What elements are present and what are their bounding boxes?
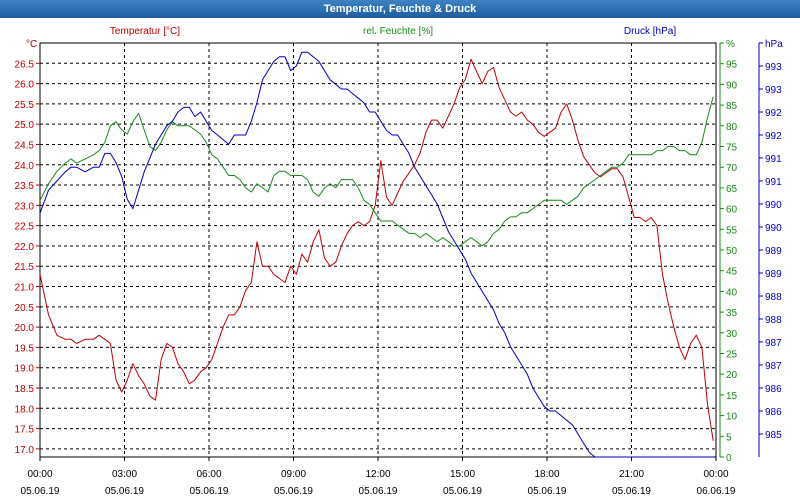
grid-layer xyxy=(40,43,716,457)
chart-title: Temperatur, Feuchte & Druck xyxy=(0,0,800,18)
tick-label-pressure: 989 xyxy=(765,246,782,257)
tick-label-temperature: 22.0 xyxy=(15,242,35,253)
tick-label-temperature: 18.5 xyxy=(15,384,35,395)
tick-label-temperature: 24.0 xyxy=(15,161,35,172)
tick-label-humidity: 80 xyxy=(726,122,738,133)
legend-entry: Druck [hPa] xyxy=(624,26,676,37)
tick-label-time: 06:00 xyxy=(196,469,221,480)
tick-label-humidity: 70 xyxy=(726,163,738,174)
tick-label-temperature: 23.5 xyxy=(15,181,35,192)
tick-label-time: 15:00 xyxy=(450,469,475,480)
series-line-pressure xyxy=(39,51,714,458)
legend-layer: Temperatur [°C] rel. Feuchte [%] Druck [hP… xyxy=(110,26,676,37)
tick-label-humidity: 75 xyxy=(726,143,738,154)
tick-label-temperature: 19.0 xyxy=(15,364,35,375)
series-line-temperature xyxy=(39,58,714,441)
tick-label-pressure: 991 xyxy=(765,154,782,165)
tick-label-date: 05.06.19 xyxy=(443,486,482,497)
tick-label-date: 05.06.19 xyxy=(528,486,567,497)
series-line-humidity xyxy=(39,96,714,247)
tick-label-humidity: 40 xyxy=(726,287,738,298)
tick-label-humidity: 30 xyxy=(726,329,738,340)
tick-label-pressure: 986 xyxy=(765,384,782,395)
tick-label-pressure: hPa xyxy=(765,39,783,50)
tick-label-pressure: 990 xyxy=(765,223,782,234)
tick-label-pressure: 993 xyxy=(765,85,782,96)
tick-label-temperature: 26.0 xyxy=(15,80,35,91)
tick-label-humidity: 55 xyxy=(726,225,738,236)
tick-label-temperature: 20.5 xyxy=(15,303,35,314)
tick-label-humidity: 60 xyxy=(726,205,738,216)
tick-label-pressure: 990 xyxy=(765,200,782,211)
tick-label-time: 09:00 xyxy=(281,469,306,480)
tick-label-pressure: 989 xyxy=(765,269,782,280)
axis-layer: °C 17.0 17.5 18.0 18.5 19.0 19.5 20.0 20.5 21.0 21… xyxy=(15,39,784,497)
tick-label-pressure: 991 xyxy=(765,177,782,188)
tick-label-pressure: 987 xyxy=(765,338,782,349)
tick-label-humidity: 45 xyxy=(726,267,738,278)
tick-label-temperature: 21.0 xyxy=(15,283,35,294)
tick-label-humidity: 50 xyxy=(726,246,738,257)
tick-label-temperature: 23.0 xyxy=(15,201,35,212)
tick-label-date: 05.06.19 xyxy=(21,486,60,497)
tick-label-time: 00:00 xyxy=(703,469,728,480)
tick-label-date: 05.06.19 xyxy=(274,486,313,497)
tick-label-date: 05.06.19 xyxy=(359,486,398,497)
tick-label-humidity: 35 xyxy=(726,308,738,319)
tick-label-time: 18:00 xyxy=(534,469,559,480)
tick-label-temperature: 24.5 xyxy=(15,140,35,151)
tick-label-temperature: 20.0 xyxy=(15,323,35,334)
tick-label-temperature: 25.5 xyxy=(15,100,35,111)
tick-label-time: 00:00 xyxy=(27,469,52,480)
tick-label-temperature: 17.0 xyxy=(15,445,35,456)
tick-label-pressure: 992 xyxy=(765,108,782,119)
tick-label-humidity: 65 xyxy=(726,184,738,195)
tick-label-humidity: 20 xyxy=(726,370,738,381)
tick-label-date: 05.06.19 xyxy=(612,486,651,497)
tick-label-temperature: 26.5 xyxy=(15,59,35,70)
tick-label-temperature: 18.0 xyxy=(15,404,35,415)
tick-label-humidity: 15 xyxy=(726,391,738,402)
tick-label-humidity: 0 xyxy=(726,453,732,464)
tick-label-pressure: 988 xyxy=(765,315,782,326)
tick-label-humidity: 10 xyxy=(726,412,738,423)
tick-label-temperature: 22.5 xyxy=(15,222,35,233)
tick-label-temperature: 21.5 xyxy=(15,262,35,273)
tick-label-temperature: 19.5 xyxy=(15,343,35,354)
tick-label-date: 05.06.19 xyxy=(190,486,229,497)
tick-label-time: 21:00 xyxy=(619,469,644,480)
tick-label-temperature: 17.5 xyxy=(15,425,35,436)
tick-label-humidity: 90 xyxy=(726,80,738,91)
tick-label-humidity: 85 xyxy=(726,101,738,112)
legend-entry: Temperatur [°C] xyxy=(110,26,180,37)
tick-label-date: 05.06.19 xyxy=(105,486,144,497)
tick-label-pressure: 993 xyxy=(765,62,782,73)
series-layer xyxy=(39,51,714,458)
tick-label-pressure: 987 xyxy=(765,361,782,372)
legend-entry: rel. Feuchte [%] xyxy=(363,26,433,37)
tick-label-time: 03:00 xyxy=(112,469,137,480)
tick-label-pressure: 986 xyxy=(765,407,782,418)
tick-label-humidity: 5 xyxy=(726,432,732,443)
tick-label-time: 12:00 xyxy=(365,469,390,480)
axis-unit-temperature: °C xyxy=(26,39,37,50)
tick-label-pressure: 988 xyxy=(765,292,782,303)
tick-label-pressure: 985 xyxy=(765,430,782,441)
tick-label-humidity: 25 xyxy=(726,350,738,361)
tick-label-temperature: 25.0 xyxy=(15,120,35,131)
tick-label-pressure: 992 xyxy=(765,131,782,142)
tick-label-date: 06.06.19 xyxy=(697,486,736,497)
tick-label-humidity: % xyxy=(726,39,735,50)
tick-label-humidity: 95 xyxy=(726,60,738,71)
